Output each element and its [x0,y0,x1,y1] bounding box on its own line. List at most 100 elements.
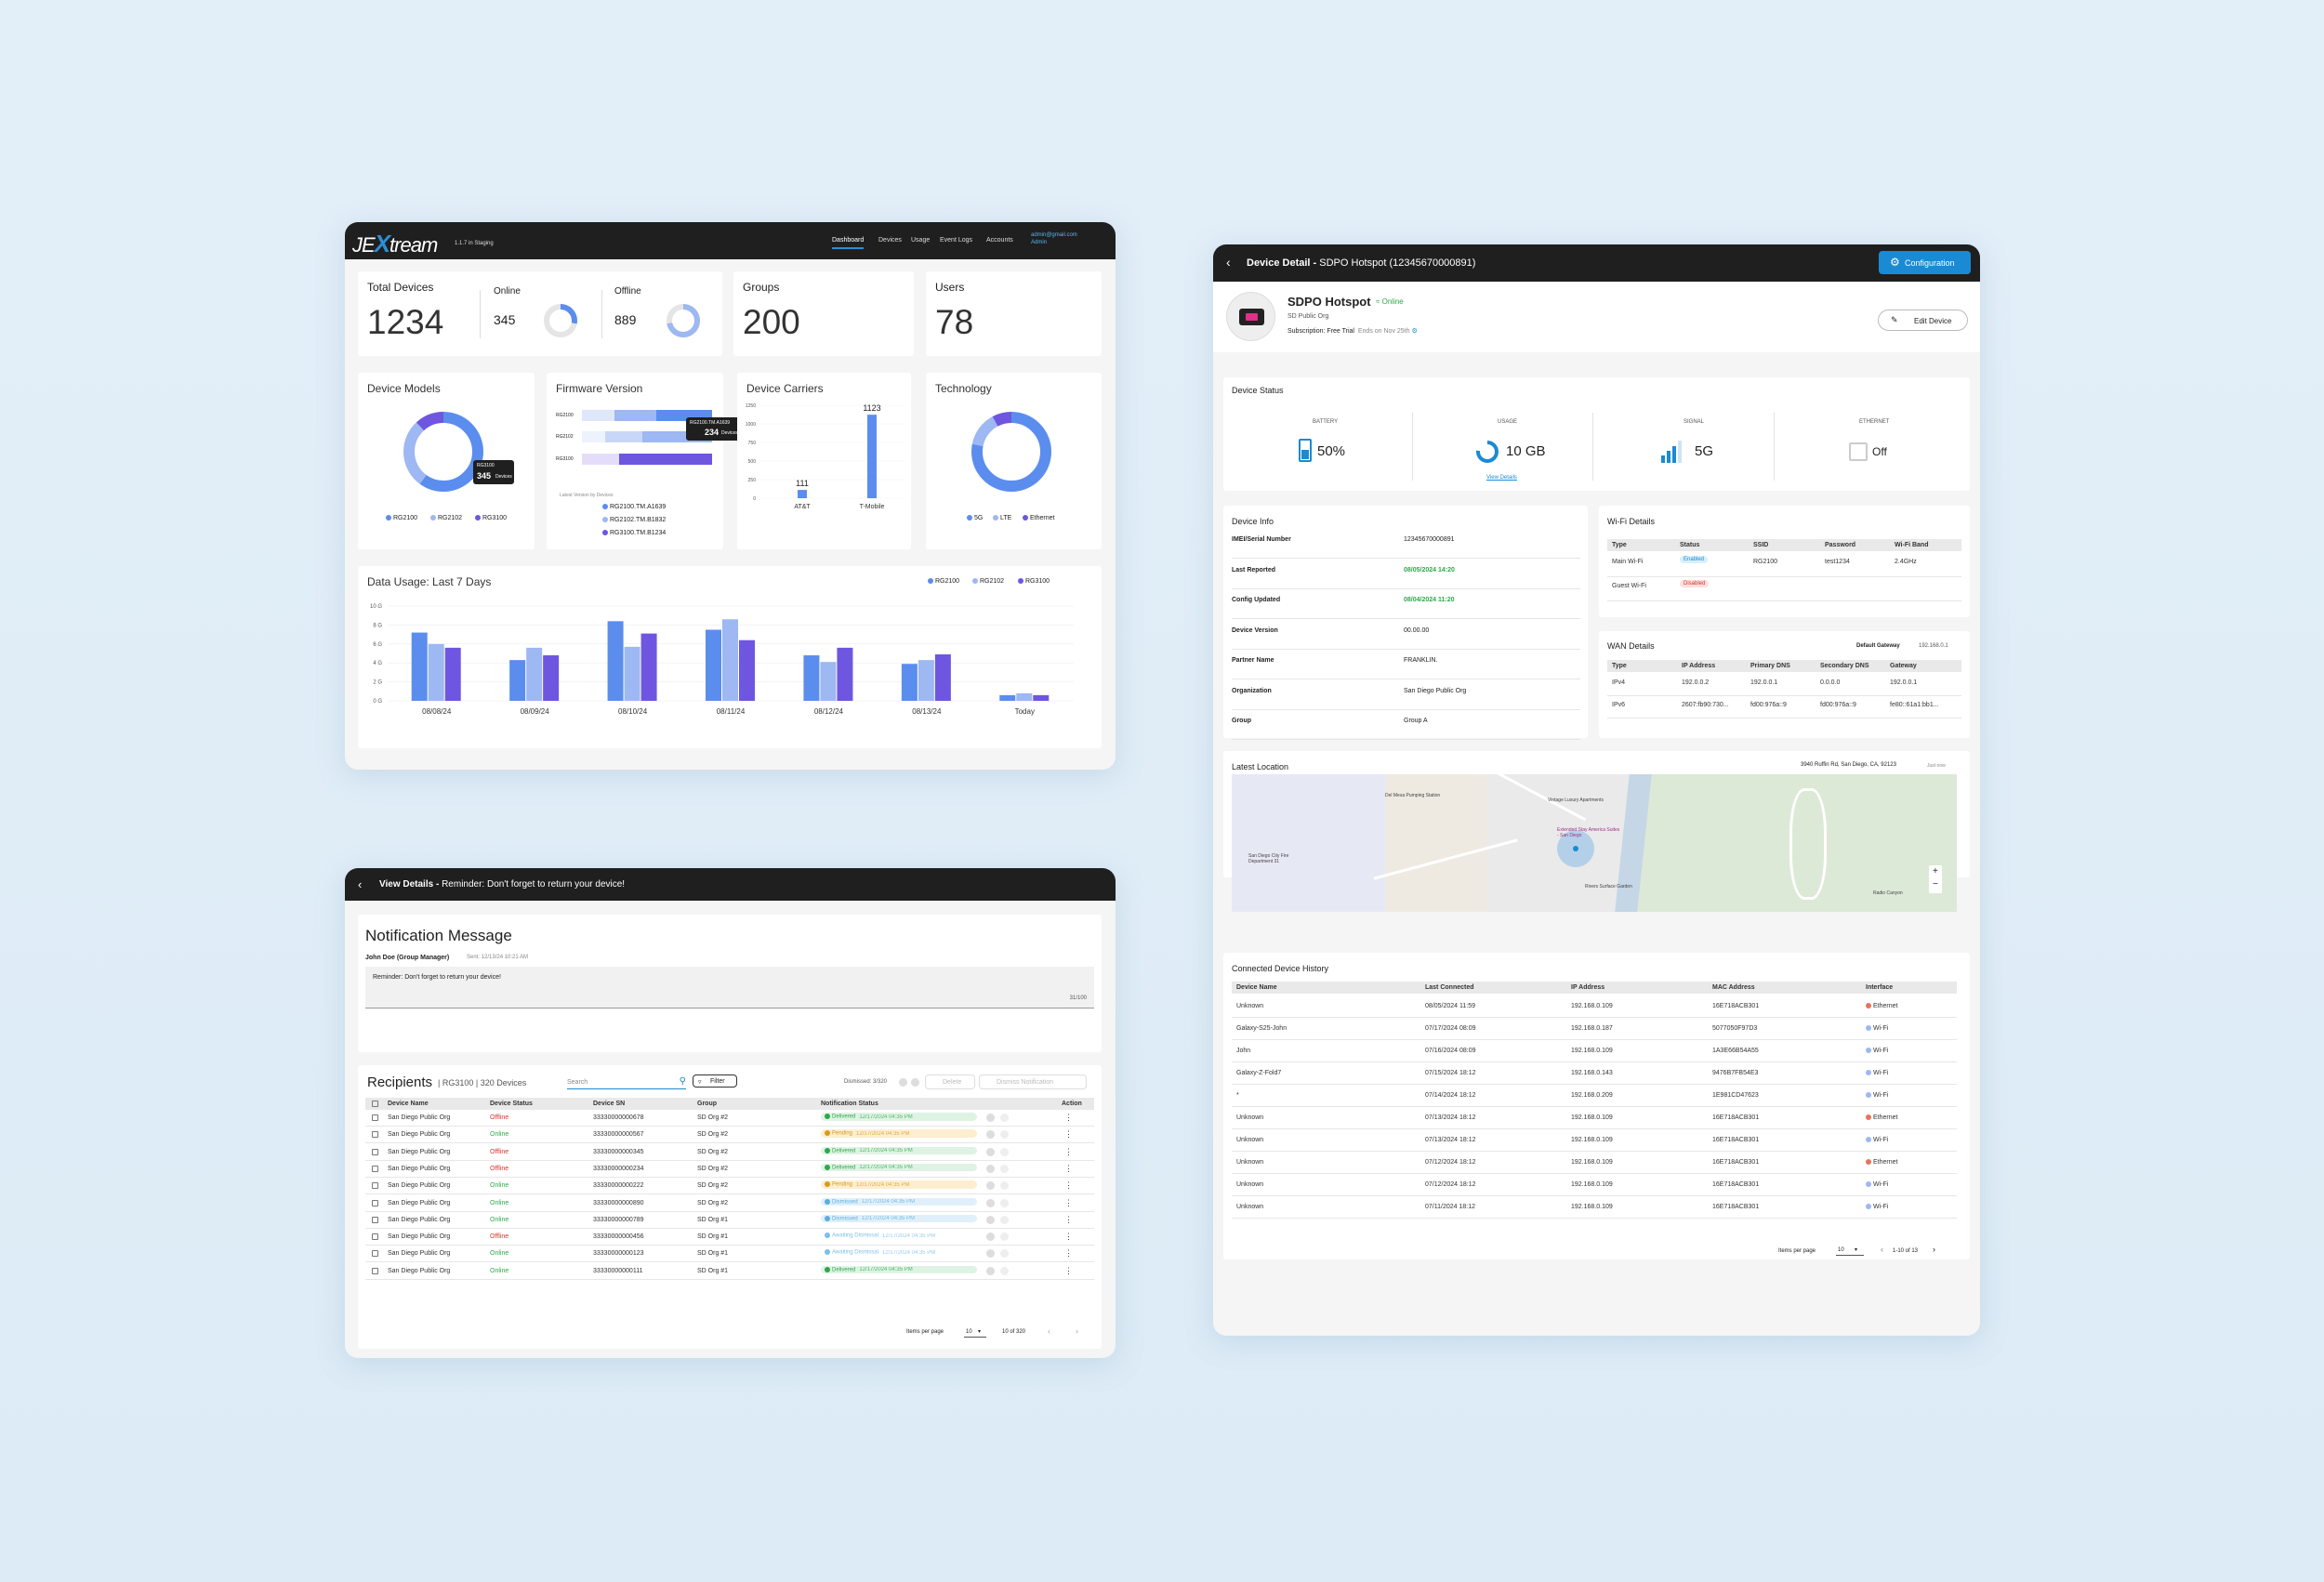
info-icon[interactable] [986,1147,995,1156]
more-options-icon[interactable]: ⋮ [1064,1163,1073,1173]
dismiss-icon[interactable] [1000,1181,1009,1191]
info-icon[interactable] [986,1198,995,1207]
message-textarea[interactable]: Reminder: Don't forget to return your de… [365,967,1094,1009]
table-row[interactable]: Unknown 07/12/2024 18:12 192.168.0.109 16E7… [1232,1152,1957,1174]
location-marker-icon[interactable] [1557,830,1594,867]
usage-bar-rg2100[interactable] [411,632,428,701]
usage-bar-rg2100[interactable] [706,629,721,702]
carrier-bar[interactable] [867,415,877,498]
prev-page-icon[interactable]: ‹ [1881,1245,1883,1254]
dismiss-icon[interactable] [1000,1249,1009,1259]
column-header[interactable]: Last Connected [1425,984,1474,991]
nav-event-logs[interactable]: Event Logs [940,237,973,244]
row-checkbox[interactable] [372,1148,378,1155]
more-options-icon[interactable]: ⋮ [1064,1146,1073,1156]
select-all-checkbox[interactable] [372,1101,378,1107]
next-page-icon[interactable]: › [1076,1326,1078,1336]
usage-bar-rg3100[interactable] [739,639,755,701]
info-icon[interactable] [986,1181,995,1191]
row-checkbox[interactable] [372,1250,378,1258]
table-row[interactable]: John 07/16/2024 08:09 192.168.0.109 1A3E66B… [1232,1040,1957,1062]
row-checkbox[interactable] [372,1199,378,1206]
table-row[interactable]: San Diego Public Org Online 33330000000222… [365,1178,1094,1195]
items-per-page-select[interactable]: 10 ▾ [964,1326,986,1338]
table-row[interactable]: San Diego Public Org Online 33330000000789… [365,1212,1094,1229]
usage-bar-rg2102[interactable] [624,646,640,701]
device-model-slice-rg3100[interactable] [403,412,483,492]
device-models-donut[interactable] [402,410,485,494]
table-row[interactable]: San Diego Public Org Offline 3333000000034… [365,1144,1094,1161]
col-group[interactable]: Group [697,1101,717,1107]
table-row[interactable]: Galaxy-S25-John 07/17/2024 08:09 192.168.0… [1232,1018,1957,1040]
more-options-icon[interactable]: ⋮ [1064,1113,1073,1122]
more-options-icon[interactable]: ⋮ [1064,1180,1073,1191]
search-icon[interactable]: ⚲ [679,1076,686,1087]
table-row[interactable]: Unknown 07/13/2024 18:12 192.168.0.109 16E7… [1232,1107,1957,1129]
usage-bar-rg2102[interactable] [722,619,738,701]
usage-bar-rg2102[interactable] [428,643,444,701]
nav-accounts[interactable]: Accounts [986,237,1013,244]
more-options-icon[interactable]: ⋮ [1064,1232,1073,1242]
carrier-bar[interactable] [798,490,807,498]
nav-dashboard[interactable]: Dashboard [832,237,865,249]
table-row[interactable]: San Diego Public Org Online 33330000000123… [365,1246,1094,1263]
usage-bar-rg2102[interactable] [526,647,543,701]
table-row[interactable]: Galaxy-Z-Fold7 07/15/2024 18:12 192.168.0.… [1232,1062,1957,1085]
table-row[interactable]: * 07/14/2024 18:12 192.168.0.209 1E981CD476… [1232,1085,1957,1107]
more-options-icon[interactable]: ⋮ [1064,1265,1073,1275]
filter-button[interactable]: ▿ Filter [693,1074,737,1088]
col-notification-status[interactable]: Notification Status [821,1101,878,1107]
configuration-button[interactable]: ⚙ Configuration [1879,251,1971,274]
usage-bar-rg3100[interactable] [934,654,951,701]
usage-bar-rg2100[interactable] [999,694,1016,701]
row-checkbox[interactable] [372,1131,378,1139]
table-row[interactable]: Unknown 07/11/2024 18:12 192.168.0.109 16E7… [1232,1196,1957,1219]
back-arrow-icon[interactable]: ‹ [358,877,363,891]
more-options-icon[interactable]: ⋮ [1064,1129,1073,1140]
info-icon[interactable] [986,1114,995,1122]
dismiss-icon[interactable] [1000,1198,1009,1207]
table-row[interactable]: San Diego Public Org Offline 3333000000067… [365,1110,1094,1127]
row-checkbox[interactable] [372,1182,378,1190]
technology-slice-ethernet[interactable] [971,412,1051,492]
table-row[interactable]: Unknown 07/13/2024 18:12 192.168.0.109 16E7… [1232,1129,1957,1152]
delete-button[interactable]: Delete [925,1074,975,1089]
nav-usage[interactable]: Usage [911,237,931,244]
column-header[interactable]: Interface [1866,984,1894,991]
more-options-icon[interactable]: ⋮ [1064,1197,1073,1207]
row-checkbox[interactable] [372,1267,378,1274]
next-page-icon[interactable]: › [1933,1245,1935,1254]
col-device-name[interactable]: Device Name [388,1101,429,1107]
row-checkbox[interactable] [372,1165,378,1172]
table-row[interactable]: San Diego Public Org Offline 3333000000023… [365,1161,1094,1178]
info-icon[interactable] [986,1164,995,1173]
view-details-link[interactable]: View Details [1486,475,1517,481]
more-options-icon[interactable]: ⋮ [1064,1214,1073,1224]
usage-bar-rg2102[interactable] [918,660,934,701]
usage-bar-rg2100[interactable] [803,655,820,701]
row-checkbox[interactable] [372,1114,378,1121]
zoom-out-icon[interactable]: − [1933,879,1938,890]
column-header[interactable]: IP Address [1571,984,1605,991]
technology-donut[interactable] [970,410,1053,494]
location-map[interactable]: San Diego City Fire Department 31 Del Me… [1232,774,1957,912]
info-icon[interactable] [899,1078,907,1087]
table-row[interactable]: San Diego Public Org Online 33330000000890… [365,1195,1094,1212]
table-row[interactable]: San Diego Public Org Online 33330000000111… [365,1263,1094,1280]
dismiss-icon[interactable] [1000,1114,1009,1122]
row-checkbox[interactable] [372,1216,378,1223]
usage-bar-rg3100[interactable] [1033,694,1050,701]
table-row[interactable]: San Diego Public Org Online 33330000000567… [365,1127,1094,1144]
fw-bar-rg2102[interactable] [582,431,712,442]
edit-device-button[interactable]: ✎ Edit Device [1878,310,1968,331]
usage-bar-rg2100[interactable] [509,660,526,701]
table-row[interactable]: San Diego Public Org Offline 3333000000045… [365,1229,1094,1246]
zoom-in-icon[interactable]: + [1933,866,1938,877]
info-icon[interactable] [986,1215,995,1224]
info-icon[interactable] [986,1266,995,1275]
column-header[interactable]: Device Name [1236,984,1277,991]
nav-devices[interactable]: Devices [878,237,902,244]
back-arrow-icon[interactable]: ‹ [1226,255,1231,270]
device-model-slice-rg2102[interactable] [403,412,483,492]
info-icon[interactable] [986,1233,995,1242]
